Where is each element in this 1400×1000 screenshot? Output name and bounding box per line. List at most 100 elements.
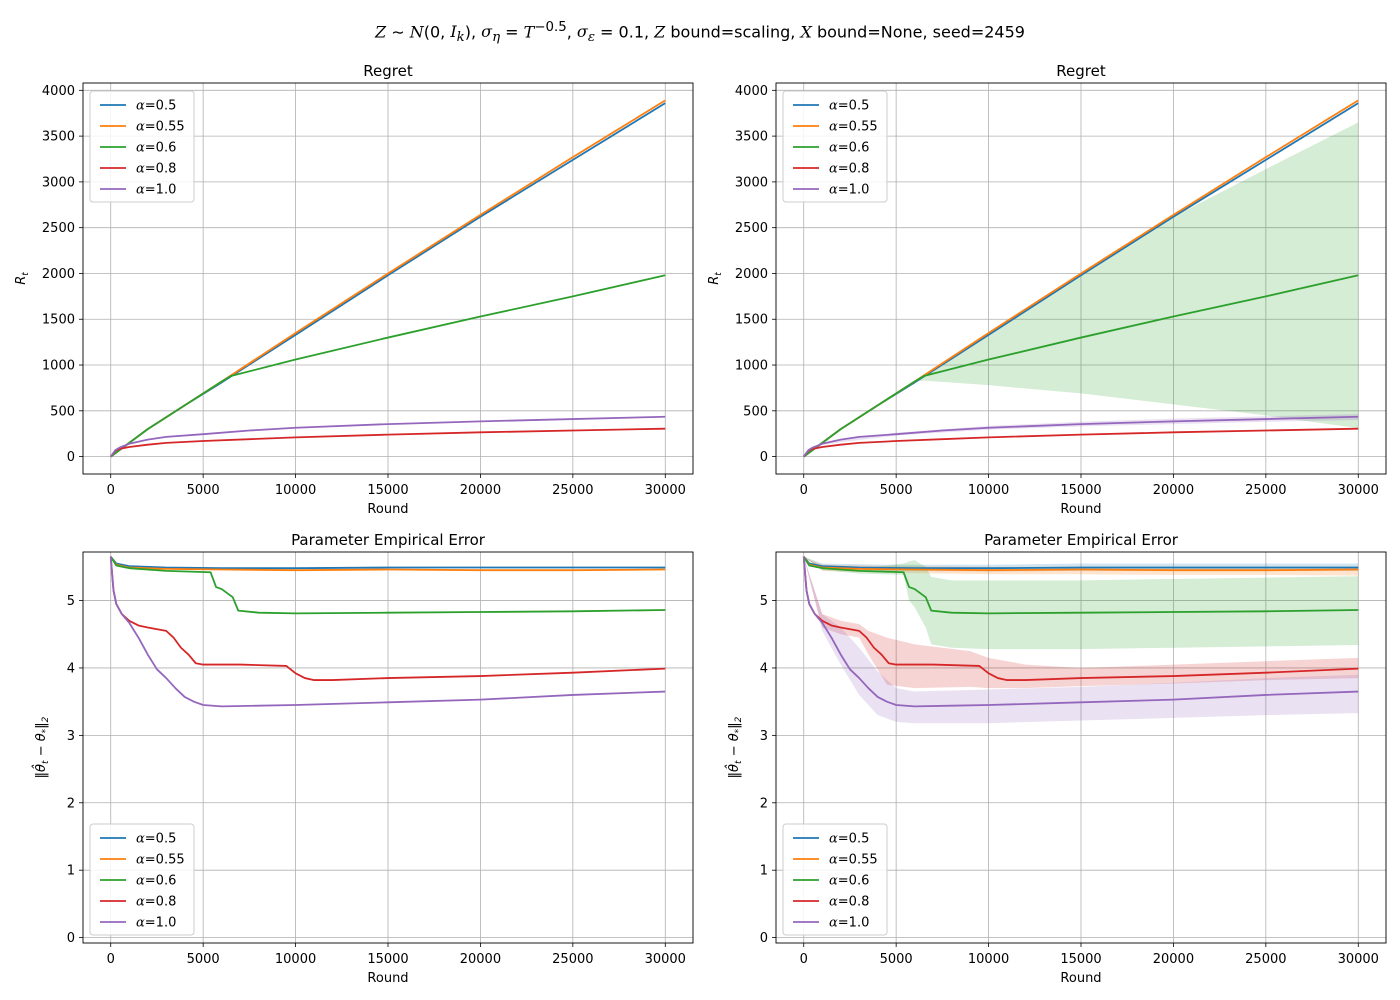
chart-panel-2: 0 5000 10000 15000 20000 25000 30000 0 500 1000 15… xyxy=(707,62,1387,517)
x-tick-label: 5000 xyxy=(880,952,913,967)
legend-label: α=0.55 xyxy=(829,853,878,868)
legend-label: α=0.8 xyxy=(829,895,869,910)
legend-label: α=0.8 xyxy=(136,162,176,177)
legend-label: α=0.8 xyxy=(136,895,176,910)
legend: α=0.5 α=0.55 α=0.6 α=0.8 α=1.0 xyxy=(782,90,888,203)
y-tick-label: 3 xyxy=(760,729,768,744)
y-axis-label: Rt xyxy=(707,272,724,285)
series-line xyxy=(110,274,666,458)
legend-label: α=1.0 xyxy=(136,183,176,198)
x-tick-label: 30000 xyxy=(645,952,686,967)
confidence-band xyxy=(803,556,1359,689)
series-line xyxy=(803,427,1359,458)
chart-panel-4: 0 5000 10000 15000 20000 25000 30000 0 1 2 3 4 5 Para… xyxy=(725,531,1387,986)
y-tick-label: 0 xyxy=(67,450,75,465)
legend-box xyxy=(89,90,195,203)
series-line xyxy=(803,556,1359,570)
x-axis-label: Round xyxy=(367,502,408,517)
y-tick-label: 1500 xyxy=(735,313,768,328)
x-tick-label: 0 xyxy=(107,952,115,967)
legend-label: α=0.5 xyxy=(136,99,176,114)
x-tick-label: 10000 xyxy=(275,483,316,498)
x-tick-label: 30000 xyxy=(1338,483,1379,498)
y-axis-label: Rt xyxy=(14,272,31,285)
chart-title: Parameter Empirical Error xyxy=(291,531,486,549)
plot-area xyxy=(802,99,1359,458)
series-line xyxy=(802,556,1359,615)
y-tick-label: 500 xyxy=(743,404,768,419)
legend-label: α=0.5 xyxy=(136,832,176,847)
y-tick-label: 1000 xyxy=(42,359,75,374)
series-line xyxy=(803,274,1359,458)
series-line xyxy=(110,427,666,458)
y-tick-label: 500 xyxy=(50,404,75,419)
y-axis-label: ‖θ̂t − θ*‖2 xyxy=(725,716,744,778)
y-tick-label: 2500 xyxy=(42,221,75,236)
x-tick-label: 25000 xyxy=(1245,952,1286,967)
confidence-band xyxy=(803,122,1359,457)
y-tick-label: 2 xyxy=(67,796,75,811)
legend-label: α=0.5 xyxy=(829,832,869,847)
y-axis-label: ‖θ̂t − θ*‖2 xyxy=(32,716,51,778)
chart-panel-1: 0 5000 10000 15000 20000 25000 30000 0 500 1000 15… xyxy=(14,62,694,517)
x-tick-label: 20000 xyxy=(460,952,501,967)
confidence-band xyxy=(803,556,1359,724)
x-tick-label: 25000 xyxy=(552,952,593,967)
y-tick-label: 1000 xyxy=(735,359,768,374)
legend-label: α=0.55 xyxy=(829,120,878,135)
x-tick-label: 10000 xyxy=(968,952,1009,967)
x-tick-label: 10000 xyxy=(275,952,316,967)
figure-suptitle: Z ∼ N(0, Ik), ση = T−0.5, σε = 0.1, Z bo… xyxy=(375,20,1025,46)
y-tick-label: 3000 xyxy=(735,175,768,190)
x-tick-label: 20000 xyxy=(1153,952,1194,967)
legend-box xyxy=(89,823,195,936)
x-tick-label: 5000 xyxy=(187,952,220,967)
y-tick-label: 3500 xyxy=(42,130,75,145)
y-tick-label: 4 xyxy=(760,661,768,676)
legend-label: α=0.6 xyxy=(829,874,869,889)
confidence-band xyxy=(803,556,1359,650)
y-tick-label: 2000 xyxy=(735,267,768,282)
x-tick-label: 0 xyxy=(107,483,115,498)
legend-label: α=0.5 xyxy=(829,99,869,114)
legend-label: α=0.6 xyxy=(829,141,869,156)
legend-label: α=0.8 xyxy=(829,162,869,177)
x-tick-label: 25000 xyxy=(1245,483,1286,498)
x-tick-label: 15000 xyxy=(1060,952,1101,967)
y-tick-label: 1 xyxy=(760,864,768,879)
legend-label: α=1.0 xyxy=(829,916,869,931)
y-tick-label: 4 xyxy=(67,661,75,676)
legend-label: α=0.55 xyxy=(136,853,185,868)
y-tick-label: 4000 xyxy=(42,84,75,99)
x-tick-label: 5000 xyxy=(880,483,913,498)
x-tick-label: 15000 xyxy=(1060,483,1101,498)
y-tick-label: 0 xyxy=(67,931,75,946)
plot-area xyxy=(109,556,666,708)
chart-title: Regret xyxy=(363,62,413,80)
y-tick-label: 1500 xyxy=(42,313,75,328)
series-line xyxy=(109,556,666,615)
y-tick-label: 3000 xyxy=(42,175,75,190)
y-tick-label: 1 xyxy=(67,864,75,879)
x-axis-label: Round xyxy=(367,971,408,986)
chart-title: Regret xyxy=(1056,62,1106,80)
legend-box xyxy=(782,90,888,203)
y-tick-label: 0 xyxy=(760,450,768,465)
plot-area xyxy=(109,99,666,458)
y-tick-label: 3500 xyxy=(735,130,768,145)
x-tick-label: 25000 xyxy=(552,483,593,498)
series-line xyxy=(109,556,666,708)
legend-label: α=0.6 xyxy=(136,874,176,889)
y-tick-label: 2000 xyxy=(42,267,75,282)
y-tick-label: 0 xyxy=(760,931,768,946)
legend-label: α=0.55 xyxy=(136,120,185,135)
y-tick-label: 4000 xyxy=(735,84,768,99)
legend-box xyxy=(782,823,888,936)
plot-area xyxy=(802,556,1359,724)
x-tick-label: 20000 xyxy=(1153,483,1194,498)
x-axis-label: Round xyxy=(1060,502,1101,517)
legend-label: α=1.0 xyxy=(136,916,176,931)
x-tick-label: 30000 xyxy=(1338,952,1379,967)
x-tick-label: 0 xyxy=(800,952,808,967)
x-tick-label: 5000 xyxy=(187,483,220,498)
